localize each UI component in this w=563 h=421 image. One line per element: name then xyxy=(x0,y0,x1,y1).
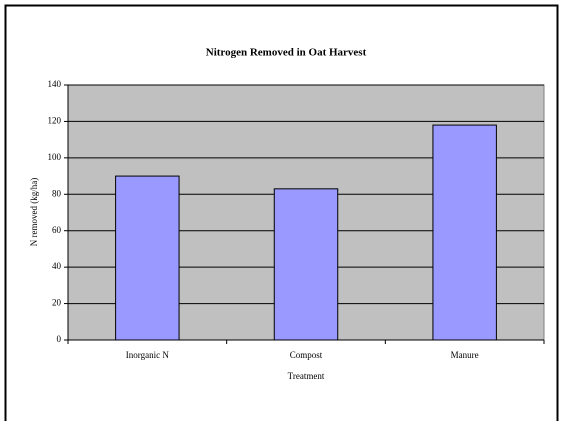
y-tick-label: 120 xyxy=(48,115,62,125)
y-tick-label: 60 xyxy=(52,225,62,235)
x-axis-label: Treatment xyxy=(288,371,325,381)
x-tick-label: Manure xyxy=(451,350,479,360)
bar xyxy=(273,188,339,341)
y-tick-label: 80 xyxy=(52,188,62,198)
x-tick-label: Compost xyxy=(290,350,323,360)
y-tick-label: 0 xyxy=(57,334,62,344)
chart-title: Nitrogen Removed in Oat Harvest xyxy=(206,47,367,59)
y-tick-label: 20 xyxy=(52,298,62,308)
bar xyxy=(115,175,180,341)
y-tick-label: 100 xyxy=(48,152,62,162)
bar xyxy=(432,124,497,341)
x-tick-label: Inorganic N xyxy=(126,350,170,360)
y-tick-label: 140 xyxy=(48,79,62,89)
y-tick-label: 40 xyxy=(52,261,62,271)
y-axis-label: N removed (kg/ha) xyxy=(29,178,39,246)
